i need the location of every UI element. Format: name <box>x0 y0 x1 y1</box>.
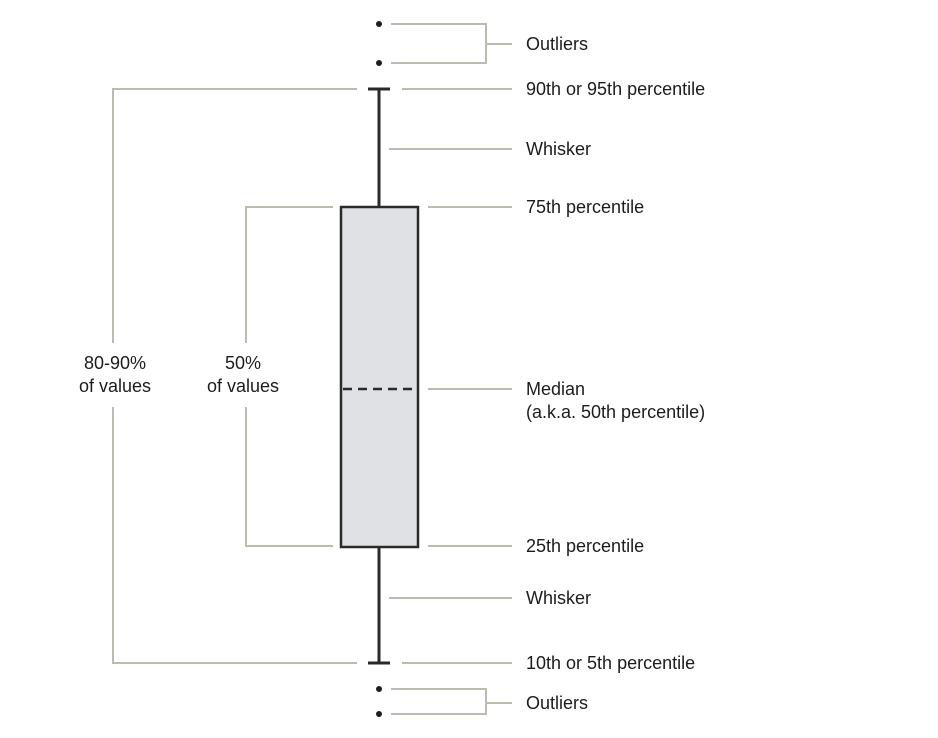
q1-label: 25th percentile <box>526 536 645 556</box>
range-outer-bracket-top <box>112 88 357 343</box>
range-inner-bracket-top <box>245 206 333 343</box>
outliers-bottom-bracket <box>391 688 512 715</box>
range-inner-label-subtitle: of values <box>206 376 280 396</box>
interquartile-box <box>339 205 420 549</box>
outlier-point <box>376 21 382 27</box>
range-outer-label-subtitle: of values <box>78 376 152 396</box>
range-outer-label: 80-90% <box>83 353 147 373</box>
range-outer-bracket-bottom <box>112 407 357 664</box>
lower-percentile-label: 10th or 5th percentile <box>526 653 696 673</box>
whisker-top-label: Whisker <box>526 139 592 159</box>
outlier-point <box>376 686 382 692</box>
range-inner-label: 50% <box>224 353 262 373</box>
outliers-top-bracket <box>391 23 512 64</box>
outliers-bottom-label: Outliers <box>526 693 589 713</box>
range-inner-bracket-bottom <box>245 407 333 547</box>
outliers-top-label: Outliers <box>526 34 589 54</box>
whisker-bottom-label: Whisker <box>526 588 592 608</box>
upper-percentile-label: 90th or 95th percentile <box>526 79 706 99</box>
median-label-subtitle: (a.k.a. 50th percentile) <box>526 402 706 422</box>
median-label: Median <box>526 379 586 399</box>
outlier-point <box>376 60 382 66</box>
q3-label: 75th percentile <box>526 197 645 217</box>
outlier-point <box>376 711 382 717</box>
